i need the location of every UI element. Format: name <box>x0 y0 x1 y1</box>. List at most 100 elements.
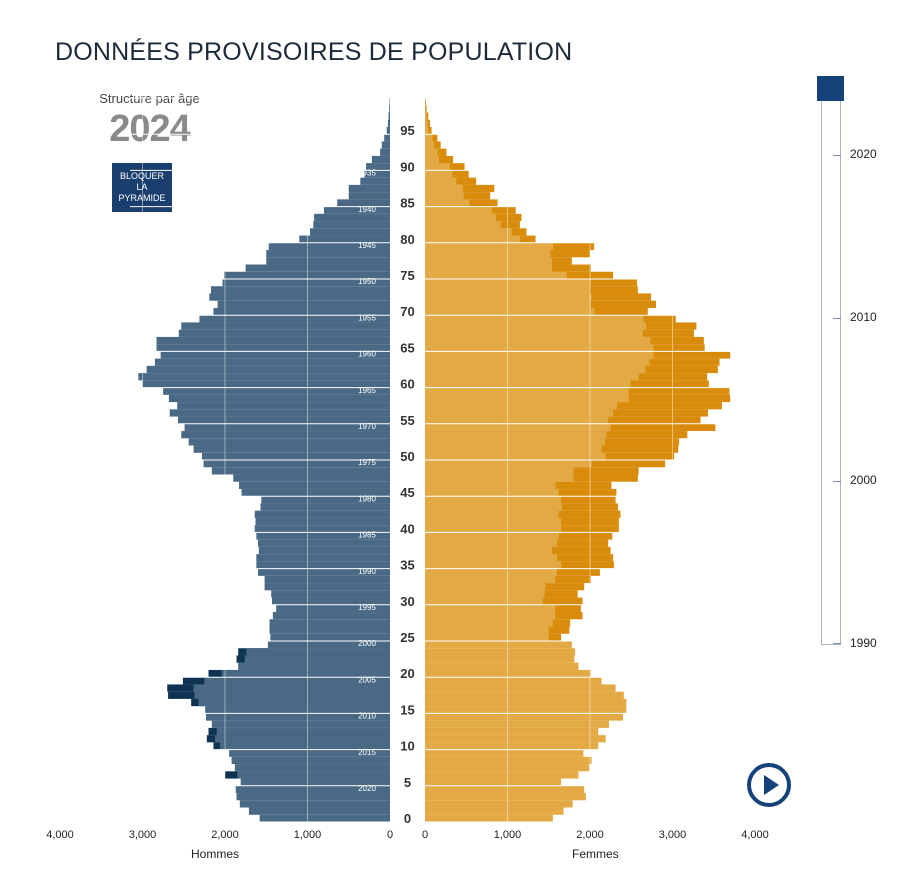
women-bar <box>425 155 440 164</box>
women-bar <box>425 416 609 424</box>
women-bar <box>425 583 546 591</box>
lock-button-line: BLOQUER <box>119 171 164 181</box>
x-tick-label-men: 1,000 <box>294 829 322 841</box>
men-bar <box>156 336 390 345</box>
men-bar <box>254 525 390 533</box>
cohort-label: 1960 <box>358 350 376 359</box>
age-label: 80 <box>400 232 414 247</box>
women-bar <box>425 250 551 258</box>
men-bar <box>240 778 390 786</box>
men-bar <box>181 322 390 330</box>
men-bar <box>256 561 390 569</box>
men-bar <box>256 532 390 540</box>
men-bar <box>221 669 390 678</box>
slider-tick <box>833 643 841 644</box>
men-bar <box>239 481 390 489</box>
men-bar <box>324 206 390 214</box>
men-bar <box>264 583 390 591</box>
cohort-label: 2015 <box>358 748 376 757</box>
men-bar <box>205 706 390 714</box>
women-bar <box>425 199 470 207</box>
women-bar <box>425 336 651 345</box>
x-tick-label-men: 3,000 <box>129 829 157 841</box>
slider-tick <box>833 481 841 482</box>
men-bar <box>211 467 390 475</box>
slider-tick <box>833 318 841 319</box>
men-bar <box>203 460 390 468</box>
women-axis-title: Femmes <box>572 847 619 861</box>
men-bar <box>169 409 390 417</box>
men-bar <box>193 445 390 453</box>
year-slider-track[interactable] <box>821 100 841 645</box>
slider-label-2020: 2020 <box>850 147 877 161</box>
age-label: 20 <box>400 666 414 681</box>
men-bar <box>258 539 390 547</box>
x-tick-label-men: 0 <box>387 829 393 841</box>
women-bar <box>425 554 557 562</box>
women-bar <box>425 438 605 446</box>
age-label: 55 <box>400 413 414 428</box>
men-bar <box>181 431 390 439</box>
men-bar <box>246 648 390 656</box>
age-label: 60 <box>400 377 414 392</box>
age-label: 40 <box>400 521 414 536</box>
women-bar <box>425 771 579 779</box>
play-button[interactable] <box>746 762 792 808</box>
men-bar <box>239 800 390 808</box>
women-bar <box>425 467 574 475</box>
men-bar <box>258 546 390 555</box>
age-label: 0 <box>404 811 411 826</box>
age-label: 10 <box>400 739 414 754</box>
women-bar <box>425 380 631 388</box>
men-bar <box>270 633 390 641</box>
women-bar <box>425 163 450 171</box>
men-bar <box>178 329 390 337</box>
women-bar <box>425 662 579 670</box>
men-bar <box>366 163 390 171</box>
cohort-label: 1970 <box>358 422 376 431</box>
men-bar <box>381 141 390 149</box>
men-bar <box>348 184 390 193</box>
women-bar <box>425 206 492 214</box>
women-bar <box>425 279 591 287</box>
men-bar <box>194 691 390 699</box>
women-bar <box>425 561 562 569</box>
men-bar <box>264 575 390 584</box>
x-tick-label-women: 3,000 <box>659 829 687 841</box>
cohort-label: 1965 <box>358 386 376 395</box>
men-bar <box>272 612 390 620</box>
year-slider-handle[interactable] <box>817 76 844 101</box>
men-bar <box>156 344 390 352</box>
men-bar <box>388 112 390 120</box>
play-icon <box>764 775 779 795</box>
men-bar <box>213 307 390 316</box>
women-bar <box>425 648 576 656</box>
women-bar <box>425 800 573 808</box>
age-label: 70 <box>400 304 414 319</box>
women-bar <box>425 431 607 439</box>
women-bar <box>425 597 543 605</box>
lock-pyramid-button[interactable]: BLOQUER LA PYRAMIDE <box>112 163 172 212</box>
age-label: 30 <box>400 594 414 609</box>
men-bar <box>364 170 390 178</box>
x-tick-label-women: 4,000 <box>741 829 769 841</box>
men-bar <box>245 264 390 272</box>
women-bar <box>425 286 590 294</box>
women-bar <box>425 713 623 721</box>
cohort-label: 1940 <box>358 205 376 214</box>
x-tick-label-women: 0 <box>422 829 428 841</box>
women-bar <box>425 184 463 193</box>
women-bar <box>425 474 574 482</box>
lock-button-line: LA <box>136 182 148 192</box>
women-bar <box>425 329 643 337</box>
x-tick-label-women: 1,000 <box>494 829 522 841</box>
women-bar <box>425 517 562 526</box>
women-bar <box>425 706 627 714</box>
women-bar <box>425 488 559 497</box>
men-bar <box>188 438 390 446</box>
men-bar <box>272 597 390 605</box>
men-bar <box>387 119 390 127</box>
women-bar <box>425 778 562 786</box>
men-bar <box>160 351 390 359</box>
men-bar <box>142 380 390 388</box>
